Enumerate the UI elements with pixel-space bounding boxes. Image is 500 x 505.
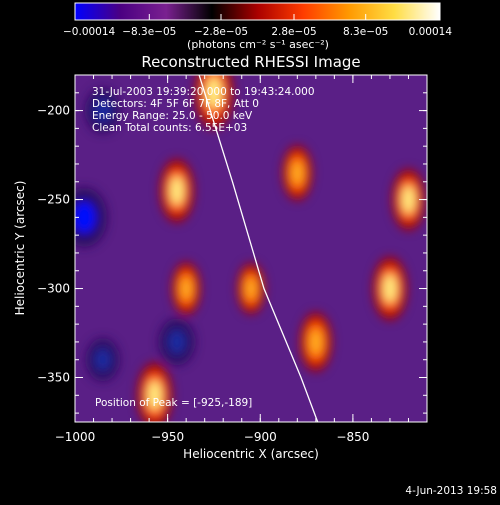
x-tick-label: −950 — [151, 430, 184, 444]
cold-spot-core — [75, 201, 96, 234]
info-line: Detectors: 4F 5F 6F 7F 8F, Att 0 — [92, 98, 259, 110]
x-axis-label: Heliocentric X (arcsec) — [183, 447, 319, 461]
y-tick-label: −250 — [37, 193, 70, 207]
plot-frame — [74, 74, 428, 423]
cold-spot-core — [94, 98, 112, 123]
chart-title: Reconstructed RHESSI Image — [141, 53, 360, 71]
colorbar-tick-label: 0.00014 — [409, 26, 453, 38]
colorbar — [74, 2, 441, 21]
solar-limb-curve — [198, 75, 319, 422]
colorbar-ticks: −0.00014 −8.3e−05 −2.8e−05 2.8e−05 8.3e−05 0.… — [63, 14, 452, 38]
timestamp: 4-Jun-2013 19:58 — [405, 485, 497, 497]
y-axis: −350 −300 −250 −200 — [37, 74, 427, 414]
cold-spot-core — [94, 348, 111, 372]
hot-spot-core — [147, 379, 162, 411]
observation-info: 31-Jul-2003 19:39:20.000 to 19:43:24.000… — [92, 86, 315, 134]
cold-spot-core — [168, 329, 186, 355]
hot-spot-core — [245, 276, 257, 301]
y-tick-label: −300 — [37, 282, 70, 296]
emission-spots — [75, 75, 425, 422]
colorbar-tick-label: 2.8e−05 — [271, 26, 316, 38]
colorbar-tick-label: −0.00014 — [63, 26, 116, 38]
hot-spot-core — [383, 273, 397, 304]
hot-spot-core — [206, 75, 222, 110]
info-line: Clean Total counts: 6.55E+03 — [92, 122, 247, 134]
colorbar-tick-label: 8.3e−05 — [343, 26, 388, 38]
hot-spot-core — [291, 159, 304, 186]
x-tick-label: −900 — [244, 430, 277, 444]
y-tick-label: −200 — [37, 104, 70, 118]
x-axis: −1000 −950 −900 −850 — [55, 75, 428, 444]
info-line: 31-Jul-2003 19:39:20.000 to 19:43:24.000 — [92, 86, 315, 98]
hot-spot-core — [180, 276, 192, 301]
info-line: Energy Range: 25.0 - 50.0 keV — [92, 110, 253, 122]
hot-spot-core — [170, 175, 184, 206]
image-area — [75, 75, 427, 422]
y-axis-label: Heliocentric Y (arcsec) — [13, 181, 27, 316]
hot-spot-core — [309, 328, 323, 356]
hot-spot-core — [401, 185, 416, 214]
peak-label: Position of Peak = [-925,-189] — [95, 397, 252, 409]
colorbar-unit-label: (photons cm⁻² s⁻¹ asec⁻²) — [187, 38, 329, 51]
image-background — [75, 75, 427, 422]
y-tick-label: −350 — [37, 371, 70, 385]
x-tick-label: −850 — [336, 430, 369, 444]
x-tick-label: −1000 — [55, 430, 96, 444]
colorbar-tick-label: −2.8e−05 — [194, 26, 248, 38]
colorbar-tick-label: −8.3e−05 — [122, 26, 176, 38]
